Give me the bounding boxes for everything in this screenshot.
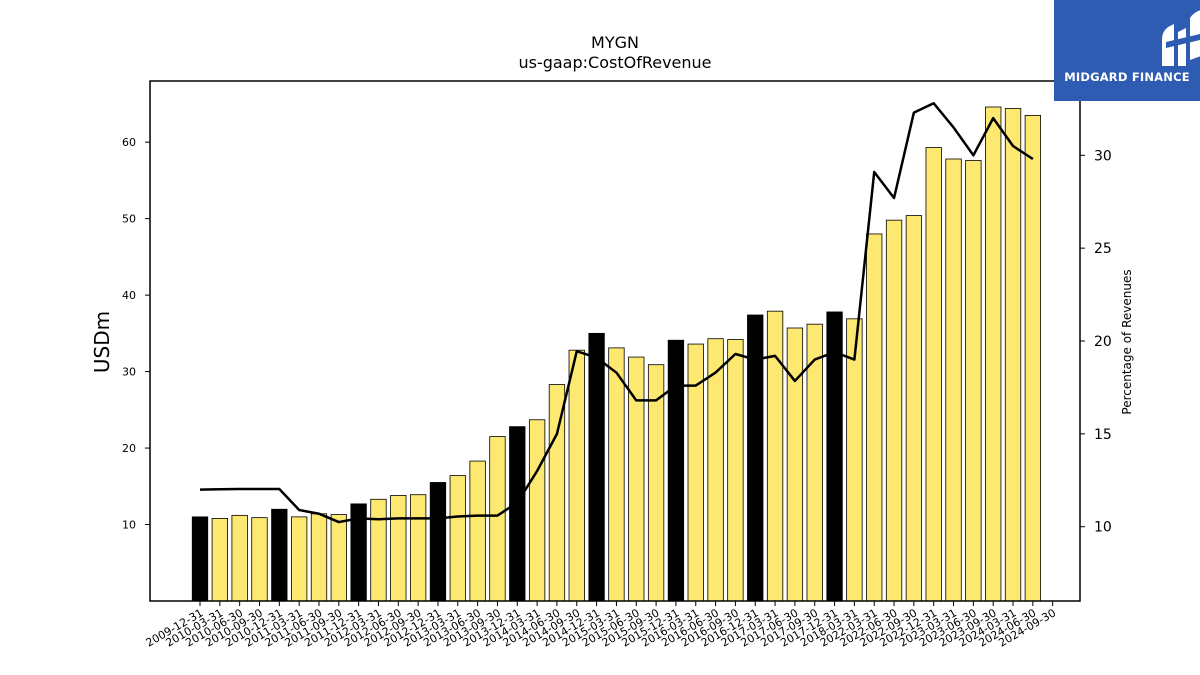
y2-tick-label: 25 xyxy=(1094,241,1112,257)
bar xyxy=(251,517,268,602)
plot-frame xyxy=(149,80,1081,602)
bar xyxy=(310,513,328,602)
bar xyxy=(271,508,288,602)
bar xyxy=(905,215,923,602)
bar xyxy=(985,106,1002,602)
bar xyxy=(449,475,466,602)
line-group xyxy=(199,102,1034,524)
bar xyxy=(548,384,566,602)
bar xyxy=(667,339,685,602)
bar xyxy=(429,482,447,602)
y-tick-label: 60 xyxy=(122,136,136,149)
logo-text: MIDGARD FINANCE xyxy=(1064,70,1190,84)
bar xyxy=(211,518,228,602)
y2-tick-label: 10 xyxy=(1094,520,1112,536)
brand-logo: MIDGARD FINANCE xyxy=(1054,0,1200,101)
bar xyxy=(390,495,407,602)
bars-group xyxy=(191,106,1042,602)
bar xyxy=(866,233,883,602)
bar xyxy=(885,219,903,602)
bar xyxy=(370,498,387,602)
bar xyxy=(608,347,625,602)
left-axis: 10 20 30 40 50 60 xyxy=(122,136,150,532)
bar xyxy=(786,327,804,602)
bar xyxy=(846,318,863,602)
bottom-axis: 2009-12-312010-03-312010-06-302010-09-30… xyxy=(144,601,1058,650)
bar xyxy=(727,339,744,602)
bar xyxy=(965,160,982,602)
bar xyxy=(330,514,347,602)
bar xyxy=(707,338,724,602)
bar xyxy=(290,516,308,602)
bar xyxy=(191,516,209,602)
bar xyxy=(1004,108,1022,602)
bar xyxy=(409,494,427,602)
bar xyxy=(528,419,546,602)
y2-tick-label: 15 xyxy=(1094,427,1112,443)
y-tick-label: 10 xyxy=(122,519,136,532)
bar xyxy=(509,426,526,602)
y-tick-label: 50 xyxy=(122,213,136,226)
y2-tick-label: 30 xyxy=(1094,148,1112,164)
bar xyxy=(469,460,486,602)
chart-subtitle: us-gaap:CostOfRevenue xyxy=(518,53,711,72)
ratio-line xyxy=(199,102,1034,524)
right-axis: 10 15 20 25 30 xyxy=(1080,148,1112,536)
bar xyxy=(489,436,506,602)
bar xyxy=(1024,115,1042,602)
y2-axis-label: Percentage of Revenues xyxy=(1120,269,1134,414)
y-tick-label: 30 xyxy=(122,366,136,379)
y-tick-label: 40 xyxy=(122,289,136,302)
bar xyxy=(231,514,248,602)
bar xyxy=(925,147,942,602)
bar xyxy=(568,349,585,602)
bar xyxy=(945,158,962,602)
y-axis-label: USDm xyxy=(90,311,114,373)
y-tick-label: 20 xyxy=(122,442,136,455)
chart-title: MYGN xyxy=(591,33,639,52)
bar xyxy=(588,332,605,602)
logo-mark-icon xyxy=(1162,10,1200,66)
y2-tick-label: 20 xyxy=(1094,334,1112,350)
